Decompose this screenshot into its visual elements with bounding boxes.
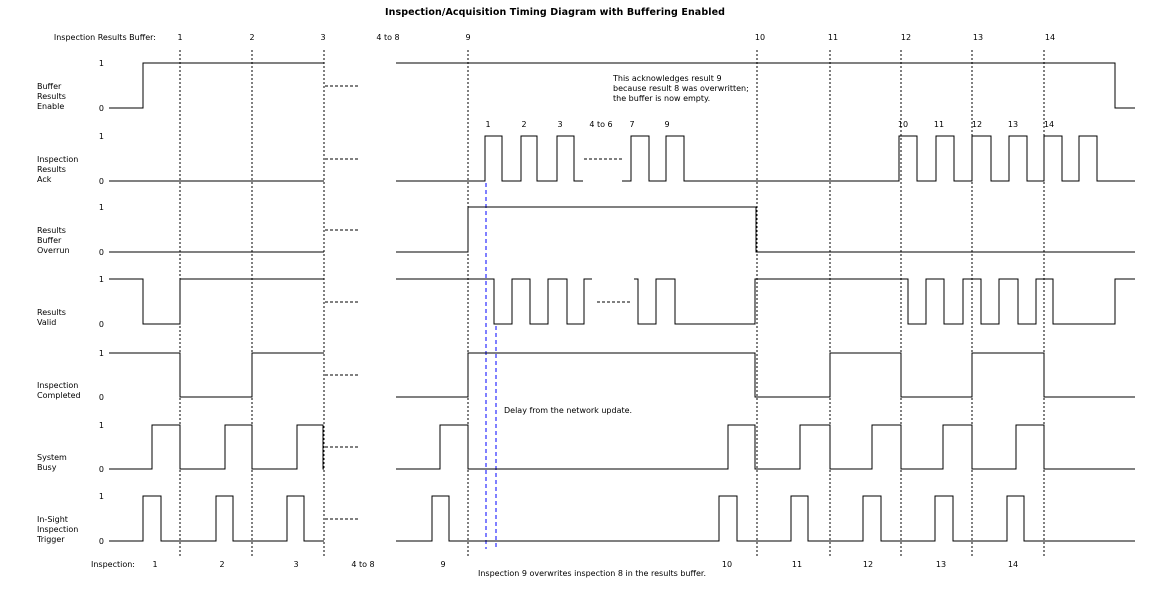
results-buffer-tick: 3: [320, 33, 325, 42]
level-label-high: 1: [99, 275, 104, 284]
ack-pulse-label: 4 to 6: [589, 120, 612, 129]
results-buffer-tick: 12: [901, 33, 911, 42]
level-label-high: 1: [99, 132, 104, 141]
level-label-high: 1: [99, 421, 104, 430]
signal-label-in-sight-inspection-trigger: In-Sight: [37, 515, 68, 524]
ack-pulse-label: 2: [521, 120, 526, 129]
inspection-tick: 10: [722, 560, 732, 569]
signal-label-system-busy: System: [37, 453, 67, 462]
signal-label-buffer-results-enable: Results: [37, 92, 66, 101]
level-label-low: 0: [99, 320, 104, 329]
level-label-low: 0: [99, 104, 104, 113]
results-buffer-tick: 2: [249, 33, 254, 42]
level-label-low: 0: [99, 393, 104, 402]
waveform-results-valid: [109, 278, 324, 325]
diagram-title: Inspection/Acquisition Timing Diagram wi…: [384, 7, 726, 18]
waveform-results-valid: [396, 278, 592, 325]
inspection-tick: 3: [293, 560, 298, 569]
results-buffer-axis-label: Inspection Results Buffer:: [54, 33, 156, 42]
signal-label-inspection-results-ack: Results: [37, 165, 66, 174]
waveform-system-busy: [396, 424, 1135, 470]
inspection-tick: 4 to 8: [351, 560, 374, 569]
level-label-high: 1: [99, 59, 104, 68]
level-label-low: 0: [99, 248, 104, 257]
ack-pulse-label: 12: [972, 120, 982, 129]
ack-pulse-label: 14: [1044, 120, 1054, 129]
annotation-ack-note: This acknowledges result 9: [612, 74, 722, 83]
waveform-system-busy: [109, 424, 324, 470]
waveform-inspection-results-ack: [396, 135, 583, 182]
overwrite-note: Inspection 9 overwrites inspection 8 in …: [478, 569, 706, 578]
signal-label-inspection-completed: Completed: [37, 391, 81, 400]
inspection-tick: 9: [440, 560, 445, 569]
ack-pulse-label: 1: [485, 120, 490, 129]
ack-pulse-label: 9: [664, 120, 669, 129]
ack-pulse-label: 10: [898, 120, 908, 129]
results-buffer-tick: 13: [973, 33, 983, 42]
inspection-tick: 11: [792, 560, 802, 569]
signal-label-inspection-results-ack: Inspection: [37, 155, 78, 164]
inspection-axis-label: Inspection:: [91, 560, 135, 569]
signal-label-results-buffer-overrun: Overrun: [37, 246, 70, 255]
level-label-high: 1: [99, 349, 104, 358]
annotation-delay-note: Delay from the network update.: [504, 406, 632, 415]
inspection-tick: 13: [936, 560, 946, 569]
signal-label-in-sight-inspection-trigger: Inspection: [37, 525, 78, 534]
waveform-buffer-results-enable: [109, 62, 324, 109]
signal-label-buffer-results-enable: Buffer: [37, 82, 62, 91]
inspection-tick: 14: [1008, 560, 1018, 569]
level-label-low: 0: [99, 465, 104, 474]
waveform-inspection-completed: [109, 352, 324, 398]
level-label-low: 0: [99, 177, 104, 186]
results-buffer-tick: 11: [828, 33, 838, 42]
results-buffer-tick: 4 to 8: [376, 33, 399, 42]
results-buffer-tick: 14: [1045, 33, 1055, 42]
signal-label-results-valid: Results: [37, 308, 66, 317]
signal-label-buffer-results-enable: Enable: [37, 102, 64, 111]
waveform-in-sight-inspection-trigger: [396, 495, 1135, 542]
results-buffer-tick: 1: [177, 33, 182, 42]
ack-pulse-label: 11: [934, 120, 944, 129]
signal-label-inspection-results-ack: Ack: [37, 175, 52, 184]
signal-label-results-valid: Valid: [37, 318, 56, 327]
annotation-ack-note: the buffer is now empty.: [613, 94, 710, 103]
signal-label-results-buffer-overrun: Buffer: [37, 236, 62, 245]
waveform-in-sight-inspection-trigger: [109, 495, 324, 542]
inspection-tick: 2: [219, 560, 224, 569]
level-label-high: 1: [99, 203, 104, 212]
results-buffer-tick: 10: [755, 33, 765, 42]
ack-pulse-label: 7: [629, 120, 634, 129]
signal-label-inspection-completed: Inspection: [37, 381, 78, 390]
level-label-low: 0: [99, 537, 104, 546]
inspection-tick: 1: [152, 560, 157, 569]
signal-label-in-sight-inspection-trigger: Trigger: [36, 535, 65, 544]
inspection-tick: 12: [863, 560, 873, 569]
annotation-ack-note: because result 8 was overwritten;: [613, 84, 749, 93]
ack-pulse-label: 3: [557, 120, 562, 129]
ack-pulse-label: 13: [1008, 120, 1018, 129]
waveform-inspection-completed: [396, 352, 1135, 398]
waveform-results-buffer-overrun: [396, 206, 1135, 253]
level-label-high: 1: [99, 492, 104, 501]
results-buffer-tick: 9: [465, 33, 470, 42]
waveform-buffer-results-enable: [396, 62, 1135, 109]
signal-label-system-busy: Busy: [37, 463, 57, 472]
waveform-results-valid: [634, 278, 1135, 325]
waveform-inspection-results-ack: [622, 135, 1135, 182]
signal-label-results-buffer-overrun: Results: [37, 226, 66, 235]
